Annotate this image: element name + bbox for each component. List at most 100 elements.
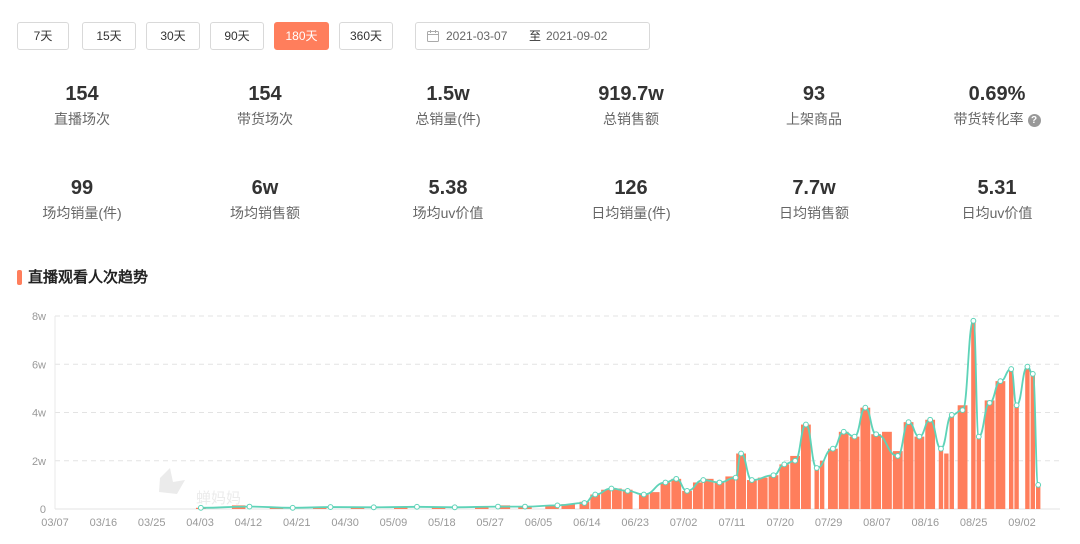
chart-line bbox=[197, 317, 1042, 511]
data-bar bbox=[914, 436, 925, 509]
tab-90d[interactable]: 90天 bbox=[210, 22, 264, 50]
stat-label: 总销售额 bbox=[603, 111, 659, 127]
stat-avg-daily-amount: 7.7w 日均销售额 bbox=[739, 176, 889, 222]
trend-point bbox=[813, 465, 820, 471]
trend-point bbox=[732, 474, 739, 481]
data-bar bbox=[393, 507, 408, 509]
tab-7d[interactable]: 7天 bbox=[17, 22, 69, 50]
data-bar bbox=[849, 436, 860, 509]
chart-y-axis: 0 2w 4w 6w 8w bbox=[32, 311, 46, 516]
data-bar bbox=[561, 504, 575, 509]
trend-point bbox=[451, 504, 458, 511]
trend-point bbox=[592, 491, 599, 498]
data-bar bbox=[871, 434, 882, 509]
data-bar bbox=[819, 460, 825, 509]
trend-point bbox=[873, 431, 880, 438]
tab-180d[interactable]: 180天 bbox=[274, 22, 329, 50]
stat-value: 154 bbox=[65, 83, 99, 105]
stat-label: 场均uv价值 bbox=[412, 205, 484, 221]
tab-15d[interactable]: 15天 bbox=[82, 22, 136, 50]
data-bar bbox=[860, 407, 871, 509]
data-bar bbox=[475, 506, 489, 509]
data-bar bbox=[692, 482, 703, 509]
tab-360d[interactable]: 360天 bbox=[339, 22, 393, 50]
data-bar bbox=[1014, 405, 1019, 509]
y-tick-label: 6w bbox=[32, 359, 46, 371]
data-bar bbox=[714, 482, 725, 509]
trend-point bbox=[830, 445, 836, 452]
trend-point bbox=[927, 416, 934, 423]
data-bar bbox=[649, 492, 660, 509]
data-bar bbox=[938, 446, 944, 509]
date-range-picker[interactable]: 2021-03-07 至 2021-09-02 bbox=[415, 22, 650, 50]
x-tick-label: 03/16 bbox=[90, 517, 118, 529]
trend-point bbox=[370, 504, 377, 511]
date-separator: 至 bbox=[529, 29, 542, 43]
data-bar bbox=[903, 422, 914, 509]
date-start[interactable]: 2021-03-07 bbox=[446, 29, 508, 43]
data-bar bbox=[725, 476, 736, 509]
data-bar bbox=[746, 480, 757, 509]
trend-point bbox=[581, 500, 588, 506]
x-tick-label: 04/03 bbox=[186, 517, 214, 529]
stat-avg-session-volume: 99 场均销量(件) bbox=[7, 176, 157, 222]
stat-avg-daily-volume: 126 日均销量(件) bbox=[556, 176, 706, 222]
trend-point bbox=[803, 421, 809, 428]
data-bar bbox=[660, 482, 671, 509]
trend-point bbox=[970, 317, 977, 324]
stat-label: 日均销量(件) bbox=[591, 205, 671, 221]
data-bar bbox=[949, 414, 954, 509]
trend-point bbox=[684, 488, 690, 494]
data-bar bbox=[828, 448, 838, 509]
stat-avg-session-uv: 5.38 场均uv价值 bbox=[373, 176, 523, 222]
data-bar bbox=[590, 494, 601, 509]
stat-value: 93 bbox=[802, 83, 826, 105]
data-bar bbox=[925, 419, 936, 509]
stat-selling-sessions: 154 带货场次 bbox=[190, 82, 340, 128]
y-tick-label: 2w bbox=[32, 456, 46, 468]
data-bar bbox=[431, 507, 446, 509]
trend-point bbox=[770, 472, 777, 479]
watermark-logo-icon bbox=[159, 468, 185, 494]
stat-value: 154 bbox=[248, 83, 282, 105]
trend-point bbox=[894, 453, 901, 459]
trend-point bbox=[948, 412, 955, 418]
trend-point bbox=[246, 503, 253, 510]
trend-point bbox=[916, 433, 923, 440]
stat-label-wrap: 带货转化率? bbox=[922, 110, 1072, 128]
x-tick-label: 04/21 bbox=[283, 517, 311, 529]
trend-point bbox=[840, 428, 847, 435]
stat-label: 带货场次 bbox=[237, 111, 293, 127]
trend-point bbox=[905, 419, 912, 426]
x-tick-label: 08/25 bbox=[960, 517, 988, 529]
data-bar bbox=[944, 453, 949, 509]
data-bar bbox=[671, 478, 682, 509]
section-accent-bar bbox=[17, 270, 22, 285]
trend-point bbox=[1008, 366, 1015, 372]
trend-point bbox=[938, 445, 944, 452]
trend-point bbox=[1029, 371, 1036, 377]
data-bar bbox=[814, 467, 819, 509]
help-icon[interactable]: ? bbox=[1027, 114, 1041, 127]
x-tick-label: 07/11 bbox=[719, 517, 746, 529]
trend-point bbox=[1013, 402, 1020, 409]
x-tick-label: 03/07 bbox=[41, 517, 69, 529]
trend-point bbox=[851, 433, 858, 440]
trend-point bbox=[997, 378, 1004, 385]
tab-30d[interactable]: 30天 bbox=[146, 22, 200, 50]
trend-point bbox=[624, 488, 631, 494]
trend-point bbox=[327, 504, 334, 510]
date-end[interactable]: 2021-09-02 bbox=[546, 29, 608, 43]
stat-avg-session-amount: 6w 场均销售额 bbox=[190, 176, 340, 222]
stat-listed-products: 93 上架商品 bbox=[739, 82, 889, 128]
data-bar bbox=[768, 475, 779, 509]
data-bar bbox=[995, 381, 1006, 509]
watermark-text: 蝉妈妈 bbox=[196, 490, 241, 507]
trend-point bbox=[716, 479, 723, 486]
trend-point bbox=[738, 450, 744, 457]
x-tick-label: 06/14 bbox=[573, 517, 601, 529]
stat-total-sales-amount: 919.7w 总销售额 bbox=[556, 82, 706, 128]
trend-point bbox=[522, 503, 528, 510]
data-bar bbox=[801, 424, 811, 509]
trend-point bbox=[289, 504, 296, 511]
